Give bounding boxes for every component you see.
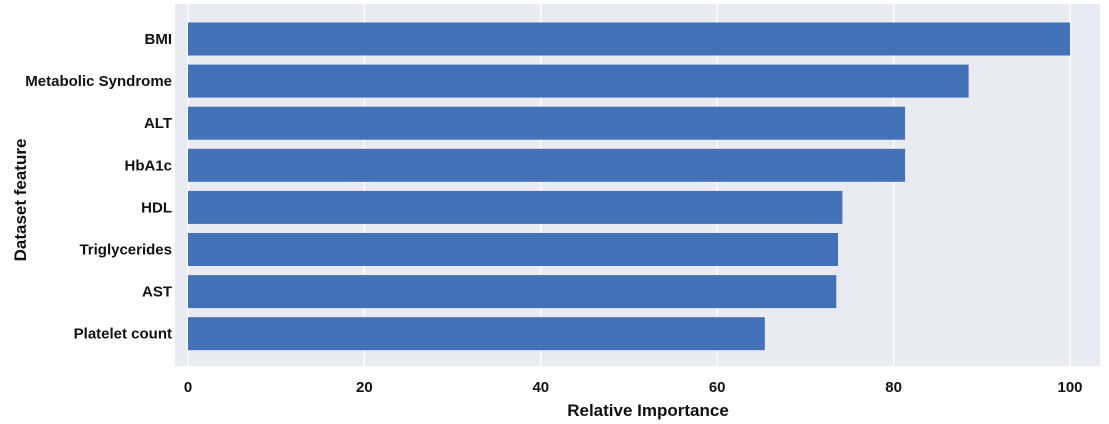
category-label-platelet-count: Platelet count <box>74 326 172 343</box>
y-axis-title: Dataset feature <box>11 139 30 262</box>
x-tick-label-20: 20 <box>356 379 373 396</box>
plot-area <box>175 4 1100 366</box>
x-axis-title: Relative Importance <box>567 401 729 420</box>
x-tick-label-60: 60 <box>709 379 726 396</box>
category-label-alt: ALT <box>144 115 172 132</box>
bar-bmi <box>188 22 1070 56</box>
bar-metabolic-syndrome <box>188 64 969 98</box>
x-tick-label-40: 40 <box>532 379 549 396</box>
x-tick-label-80: 80 <box>885 379 902 396</box>
bar-hba1c <box>188 148 906 182</box>
x-tick-label-100: 100 <box>1057 379 1082 396</box>
x-tick-label-0: 0 <box>184 379 192 396</box>
bars <box>188 22 1070 351</box>
bar-alt <box>188 106 906 140</box>
x-tick-labels: 0 20 40 60 80 100 <box>184 379 1083 396</box>
category-label-ast: AST <box>142 284 172 301</box>
category-labels: BMI Metabolic Syndrome ALT HbA1c HDL Triglyce… <box>25 31 172 343</box>
bar-platelet-count <box>188 317 765 351</box>
category-label-metabolic-syndrome: Metabolic Syndrome <box>25 73 172 90</box>
category-label-hba1c: HbA1c <box>124 157 172 174</box>
category-label-triglycerides: Triglycerides <box>79 242 172 259</box>
bar-triglycerides <box>188 233 838 266</box>
bar-ast <box>188 275 837 309</box>
category-label-bmi: BMI <box>145 31 173 48</box>
bar-hdl <box>188 190 843 224</box>
category-label-hdl: HDL <box>141 199 172 216</box>
